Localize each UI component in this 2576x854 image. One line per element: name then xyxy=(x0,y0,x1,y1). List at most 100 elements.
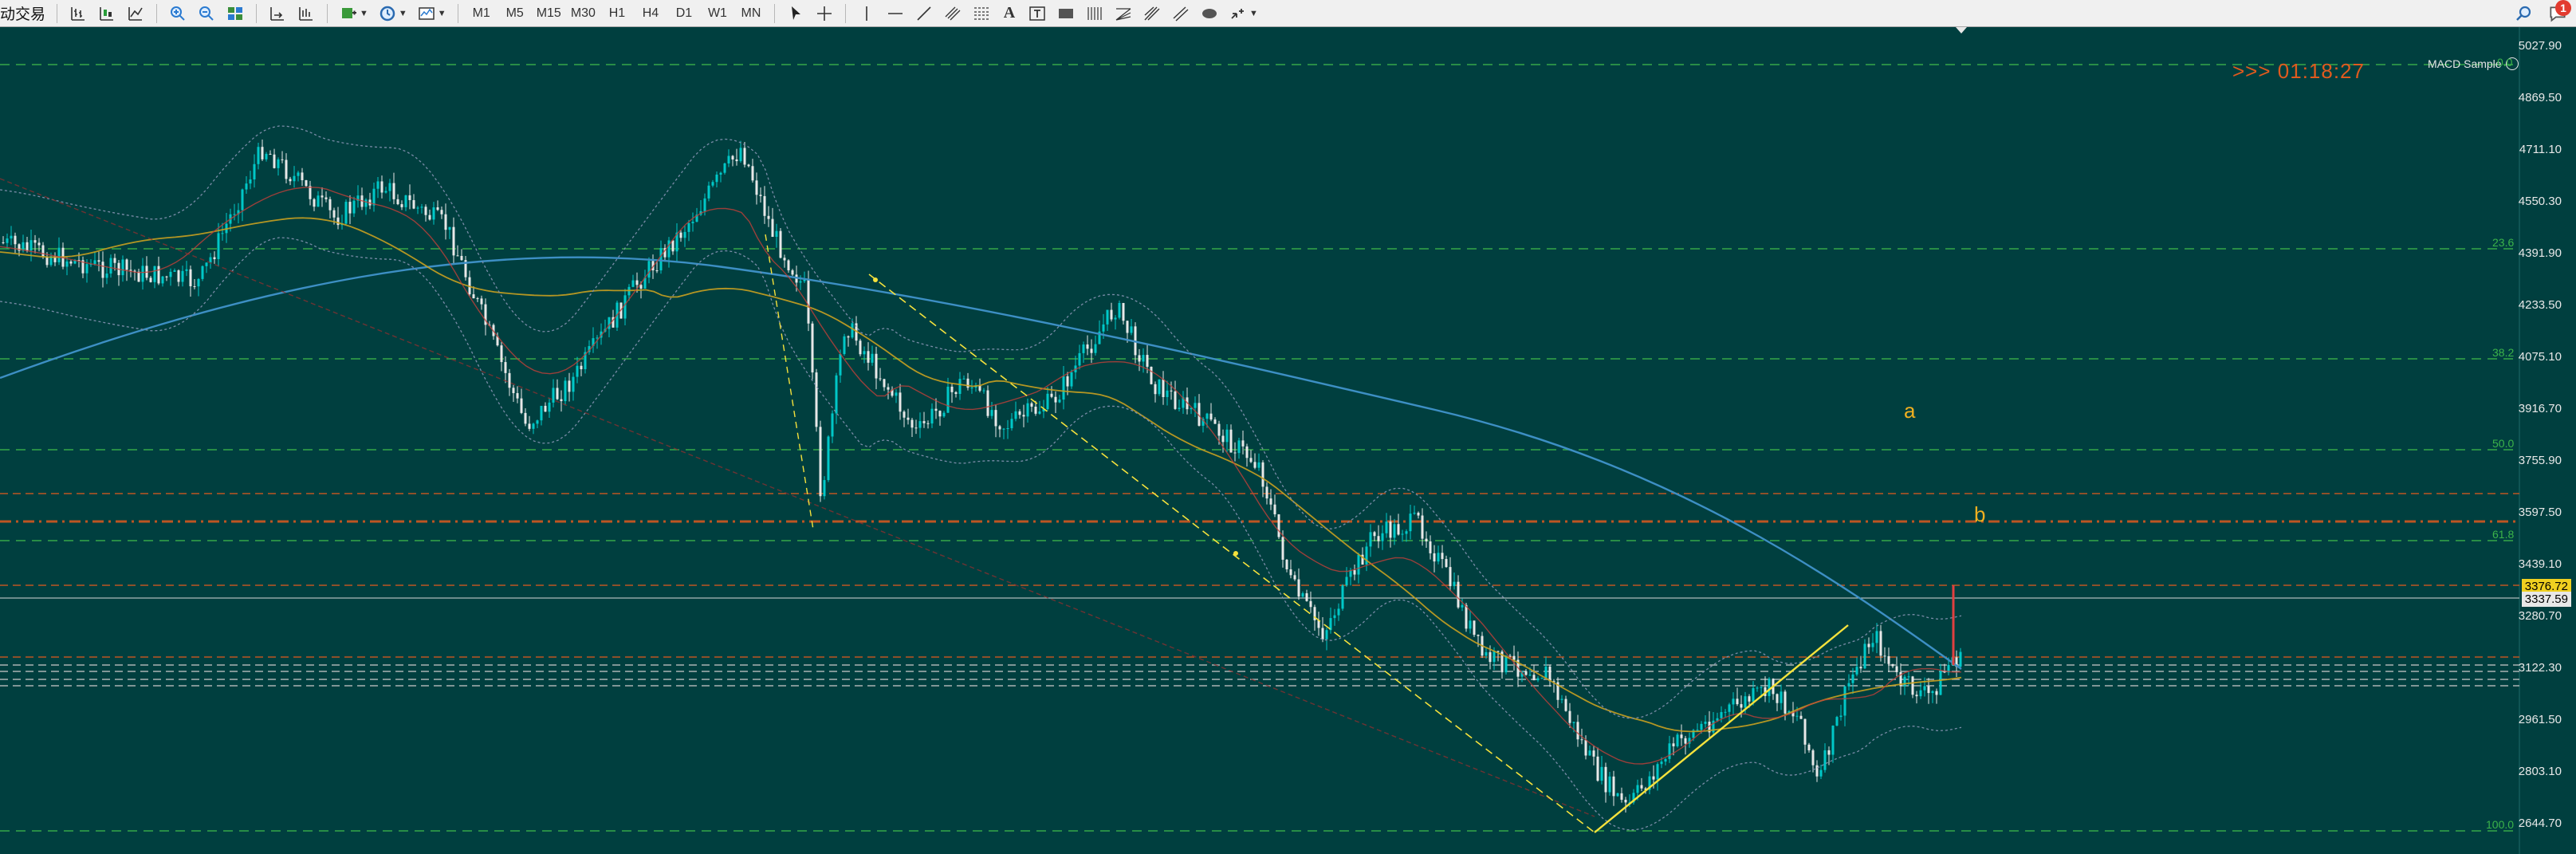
timeframe-m30[interactable]: M30 xyxy=(570,6,596,20)
chart-shift-button[interactable] xyxy=(293,2,319,25)
timeframe-h1[interactable]: H1 xyxy=(608,6,626,20)
price-chart[interactable] xyxy=(0,27,2576,854)
candle-body xyxy=(324,197,328,199)
fib-label-100: 100.0 xyxy=(2486,818,2515,831)
candle-body xyxy=(1122,302,1125,321)
candle-body xyxy=(249,179,252,184)
vertical-line-icon xyxy=(866,6,867,21)
candle-body xyxy=(1819,769,1823,777)
candle-body xyxy=(1811,750,1815,765)
pitchfork-button[interactable] xyxy=(1139,2,1165,25)
timeframe-mn[interactable]: MN xyxy=(741,6,761,20)
candle-body xyxy=(1915,695,1918,697)
zoom-in-button[interactable] xyxy=(165,2,191,25)
candle-body xyxy=(85,264,88,274)
expert-advisor-label[interactable]: MACD Sample xyxy=(2428,57,2519,70)
timeframe-w1[interactable]: W1 xyxy=(707,6,727,20)
timeframe-m5[interactable]: M5 xyxy=(505,6,524,20)
chart-window[interactable]: >>> 01:18:27 MACD Sample a b 0.0 23.6 38… xyxy=(0,27,2576,854)
candle-body xyxy=(1939,671,1942,695)
trendline-button[interactable] xyxy=(911,2,937,25)
candle-body xyxy=(1485,651,1488,656)
line-chart-button[interactable] xyxy=(123,2,148,25)
candle-body xyxy=(1441,553,1444,560)
candle-body xyxy=(1110,309,1113,320)
candle-body xyxy=(544,405,547,412)
candle-body xyxy=(1732,699,1735,705)
zoom-out-button[interactable] xyxy=(194,2,219,25)
timeframe-h4[interactable]: H4 xyxy=(642,6,659,20)
candle-body xyxy=(1903,676,1906,687)
candle-body xyxy=(1002,428,1005,430)
cursor-button[interactable] xyxy=(783,2,808,25)
candle-body xyxy=(1728,704,1731,712)
candle-body xyxy=(1249,458,1253,462)
candle-body xyxy=(508,372,511,388)
candle-body xyxy=(520,398,523,413)
tile-windows-button[interactable] xyxy=(222,2,248,25)
text-mark-b[interactable]: b xyxy=(1974,502,1986,526)
horizontal-line-icon xyxy=(887,12,903,14)
templates-button[interactable]: ▼ xyxy=(414,2,450,25)
arrows-button[interactable]: ▼ xyxy=(1225,2,1261,25)
candle-body xyxy=(1477,635,1480,636)
text-mark-a[interactable]: a xyxy=(1904,399,1916,423)
candle-body xyxy=(77,260,81,262)
ellipse-button[interactable] xyxy=(1197,2,1222,25)
candle-body xyxy=(181,270,184,282)
candle-body xyxy=(1205,413,1209,419)
candle-body xyxy=(1632,793,1635,803)
regression-channel-button[interactable] xyxy=(1168,2,1194,25)
candle-body xyxy=(1098,331,1101,344)
candle-body xyxy=(966,378,969,388)
candle-body xyxy=(1803,718,1807,745)
candlestick-button[interactable] xyxy=(94,2,120,25)
indicators-button[interactable]: ▼ xyxy=(336,2,372,25)
candle-body xyxy=(1357,554,1360,575)
notifications-button[interactable]: 1 xyxy=(2547,0,2571,24)
candle-body xyxy=(1106,309,1109,325)
candle-body xyxy=(1353,570,1356,575)
cursor-icon xyxy=(791,6,800,20)
ellipse-icon xyxy=(1201,8,1217,18)
candle-body xyxy=(1086,344,1089,349)
vertical-line-button[interactable] xyxy=(854,2,879,25)
equidistant-channel-button[interactable] xyxy=(940,2,966,25)
candle-body xyxy=(1082,344,1085,353)
candle-body xyxy=(1756,687,1759,689)
candle-body xyxy=(926,423,930,424)
candle-body xyxy=(998,426,1001,430)
text-button[interactable]: A xyxy=(997,2,1021,25)
candle-body xyxy=(1301,593,1304,597)
candle-body xyxy=(899,392,902,412)
periods-button[interactable]: ▼ xyxy=(375,2,411,25)
bar-chart-button[interactable] xyxy=(65,2,91,25)
candle-body xyxy=(388,183,391,191)
timeframe-d1[interactable]: D1 xyxy=(675,6,693,20)
candle-body xyxy=(807,279,810,324)
auto-scroll-button[interactable] xyxy=(265,2,290,25)
candle-body xyxy=(1871,643,1874,647)
candle-body xyxy=(1174,391,1177,409)
timeframe-m1[interactable]: M1 xyxy=(472,6,490,20)
zoom-in-icon xyxy=(171,6,185,21)
candle-body xyxy=(1588,750,1591,756)
timeframe-m15[interactable]: M15 xyxy=(536,6,561,20)
candle-body xyxy=(1317,620,1320,628)
candle-body xyxy=(1887,655,1890,664)
text-label-button[interactable] xyxy=(1025,2,1050,25)
candle-body xyxy=(1034,406,1037,414)
fibo-fan-button[interactable] xyxy=(1111,2,1136,25)
candle-body xyxy=(831,413,834,437)
rectangle-button[interactable] xyxy=(1053,2,1079,25)
candle-body xyxy=(962,378,966,380)
candle-body xyxy=(1198,403,1201,426)
search-button[interactable] xyxy=(2511,2,2536,25)
gann-button[interactable] xyxy=(1082,2,1107,25)
smiley-icon xyxy=(2505,57,2519,70)
candle-body xyxy=(161,276,164,284)
crosshair-button[interactable] xyxy=(812,2,837,25)
candle-body xyxy=(879,378,882,380)
horizontal-line-button[interactable] xyxy=(883,2,908,25)
fibonacci-button[interactable] xyxy=(969,2,994,25)
